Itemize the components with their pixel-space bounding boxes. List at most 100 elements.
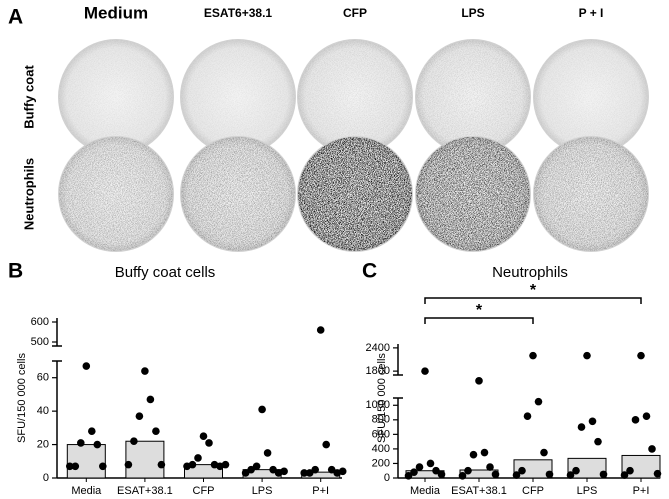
- data-point: [221, 460, 230, 469]
- data-point: [327, 465, 336, 474]
- data-point: [631, 416, 640, 424]
- panel-label: B: [8, 260, 23, 283]
- y-tick-label: 40: [37, 405, 49, 417]
- well-spots: [59, 137, 173, 251]
- data-point: [66, 462, 74, 471]
- x-tick-label: LPS: [577, 485, 598, 497]
- data-point: [534, 397, 543, 406]
- y-tick-label: 1000: [366, 399, 390, 411]
- well-grid: Medium ESAT6+38.1 CFP LPS P + I Buffy coat Neu…: [21, 3, 649, 252]
- data-point: [529, 351, 537, 360]
- data-point: [469, 450, 478, 459]
- data-point: [545, 470, 554, 479]
- well-spots: [534, 40, 648, 154]
- data-point: [588, 417, 597, 426]
- well-spots: [416, 40, 530, 154]
- data-point: [141, 367, 149, 375]
- data-point: [410, 468, 418, 476]
- data-point: [152, 427, 160, 436]
- well-spots: [298, 40, 412, 154]
- bar: [66, 444, 106, 479]
- data-point: [458, 472, 467, 480]
- column-label: ESAT6+38.1: [204, 6, 272, 20]
- data-point: [305, 469, 314, 477]
- y-tick-label: 1800: [366, 365, 390, 377]
- y-axis-label: SFU/150 000 cells: [376, 353, 388, 443]
- column-label: LPS: [461, 6, 484, 20]
- well-spots: [59, 40, 173, 154]
- significance-bracket: [424, 297, 642, 304]
- y-tick-label: 0: [384, 472, 390, 484]
- data-point: [404, 472, 413, 480]
- y-tick-label: 60: [37, 372, 49, 384]
- data-point: [475, 377, 483, 385]
- x-tick-label: CFP: [522, 485, 544, 497]
- column-label: P + I: [579, 6, 604, 20]
- data-point: [577, 423, 586, 431]
- data-point: [480, 448, 489, 457]
- significance-label: *: [530, 282, 537, 299]
- well-spots: [416, 137, 530, 251]
- data-point: [269, 465, 277, 474]
- data-point: [241, 469, 250, 477]
- data-point: [82, 362, 91, 370]
- panel-label: C: [362, 260, 377, 283]
- column-label: CFP: [343, 6, 367, 20]
- data-point: [583, 351, 591, 360]
- data-point: [338, 467, 347, 476]
- data-point: [426, 459, 435, 468]
- data-point: [566, 471, 575, 479]
- well-spots: [298, 137, 412, 251]
- y-tick-label: 400: [372, 443, 390, 455]
- data-point: [486, 463, 494, 471]
- data-point: [648, 445, 656, 453]
- x-tick-label: ESAT+38.1: [451, 485, 507, 497]
- y-tick-label: 600: [372, 428, 390, 440]
- x-tick-label: CFP: [193, 485, 215, 497]
- data-point: [432, 466, 440, 475]
- data-point: [322, 440, 331, 449]
- data-point: [280, 467, 288, 476]
- data-point: [258, 405, 266, 414]
- data-point: [572, 466, 580, 475]
- bar: [125, 440, 165, 479]
- data-point: [135, 412, 144, 420]
- data-point: [71, 462, 80, 471]
- data-point: [316, 326, 325, 334]
- well-spots: [181, 40, 295, 154]
- x-tick-label: Media: [410, 485, 441, 497]
- x-tick-label: LPS: [252, 485, 273, 497]
- data-point: [93, 440, 102, 449]
- data-point: [540, 448, 548, 457]
- data-point: [247, 465, 255, 474]
- data-point: [99, 462, 107, 471]
- data-point: [146, 395, 155, 404]
- data-point: [653, 469, 662, 478]
- y-tick-label: 20: [37, 438, 49, 450]
- data-point: [199, 432, 208, 441]
- data-point: [620, 471, 629, 479]
- panel-label: A: [8, 6, 23, 29]
- row-label: Neutrophils: [21, 158, 36, 230]
- column-label: Medium: [84, 3, 148, 22]
- data-point: [194, 454, 202, 462]
- data-point: [512, 471, 521, 479]
- data-point: [518, 466, 526, 475]
- y-tick-label: 500: [31, 336, 49, 348]
- data-point: [263, 449, 272, 457]
- data-point: [300, 469, 309, 477]
- y-axis-label: SFU/150 000 cells: [16, 353, 28, 443]
- y-tick-label: 800: [372, 414, 390, 426]
- data-point: [491, 470, 500, 479]
- x-tick-label: P+I: [633, 485, 650, 497]
- data-point: [88, 427, 96, 436]
- data-point: [415, 463, 424, 471]
- data-point: [252, 462, 261, 471]
- data-point: [642, 412, 651, 420]
- y-tick-label: 600: [31, 316, 49, 328]
- data-point: [594, 437, 602, 446]
- data-point: [183, 462, 191, 471]
- significance-label: *: [476, 302, 483, 319]
- x-tick-label: ESAT+38.1: [117, 485, 173, 497]
